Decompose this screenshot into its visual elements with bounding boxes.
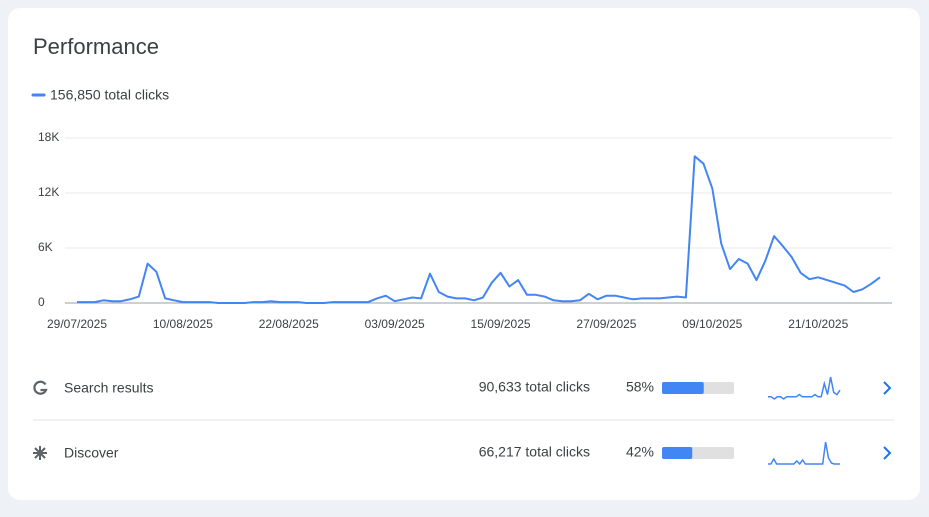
- row-hit-area[interactable]: [28, 358, 898, 418]
- x-tick-label: 15/09/2025: [471, 317, 531, 331]
- chevron[interactable]: [883, 446, 892, 460]
- x-tick-label: 27/09/2025: [576, 317, 636, 331]
- google-icon: [33, 380, 48, 395]
- x-tick-label: 03/09/2025: [365, 317, 425, 331]
- card-title: Performance: [33, 34, 159, 59]
- share-bar: [662, 447, 693, 459]
- y-tick-label: 12K: [38, 185, 59, 199]
- row-share-label: 58%: [626, 379, 654, 395]
- chevron[interactable]: [883, 381, 892, 395]
- card: [8, 8, 920, 500]
- row-label: Search results: [64, 380, 153, 396]
- row-share-label: 42%: [626, 444, 654, 460]
- legend-label: 156,850 total clicks: [50, 87, 169, 103]
- sparkline: [768, 441, 840, 466]
- row-hit-area[interactable]: [28, 423, 898, 483]
- row-label: Discover: [64, 445, 119, 461]
- row-clicks: 90,633 total clicks: [479, 379, 590, 395]
- x-tick-label: 29/07/2025: [47, 317, 107, 331]
- row-clicks: 66,217 total clicks: [479, 444, 590, 460]
- x-tick-label: 09/10/2025: [682, 317, 742, 331]
- y-tick-label: 18K: [38, 130, 59, 144]
- y-tick-label: 6K: [38, 240, 53, 254]
- share-bar: [662, 382, 704, 394]
- x-tick-label: 22/08/2025: [259, 317, 319, 331]
- sparkline: [768, 376, 841, 400]
- series-line: [77, 155, 881, 304]
- y-tick-label: 0: [38, 295, 45, 309]
- x-tick-label: 10/08/2025: [153, 317, 213, 331]
- discover-icon: [33, 446, 47, 460]
- x-tick-label: 21/10/2025: [788, 317, 848, 331]
